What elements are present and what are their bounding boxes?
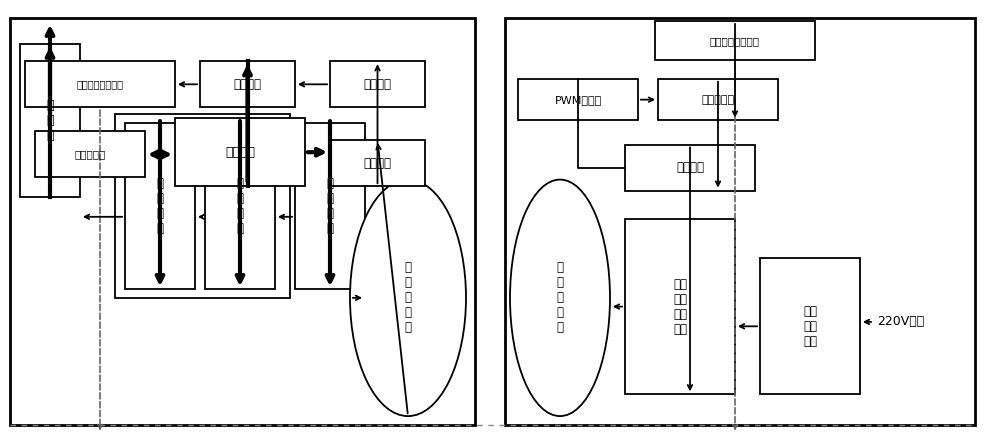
Ellipse shape	[350, 180, 466, 416]
Bar	[625, 145, 755, 191]
Bar	[125, 123, 195, 289]
Bar	[655, 21, 815, 60]
Text: 第三开关: 第三开关	[234, 78, 262, 91]
Text: 220V市电: 220V市电	[877, 315, 924, 328]
Bar	[295, 123, 365, 289]
Text: 能
量
接
收
器: 能 量 接 收 器	[404, 261, 412, 334]
Text: 第
一
开
关: 第 一 开 关	[326, 177, 333, 235]
Bar	[115, 114, 290, 298]
Bar	[25, 61, 175, 107]
Bar	[200, 61, 295, 107]
Text: 整流
滤波
电路: 整流 滤波 电路	[803, 305, 817, 348]
Text: 发射控制器: 发射控制器	[701, 95, 735, 105]
Bar	[205, 123, 275, 289]
Text: 烹饪控制器: 烹饪控制器	[74, 149, 106, 159]
Bar	[35, 131, 145, 177]
Text: 第二开关: 第二开关	[364, 157, 392, 170]
Text: 逆变
功率
放大
电路: 逆变 功率 放大 电路	[673, 278, 687, 336]
Bar	[658, 79, 778, 120]
Ellipse shape	[510, 180, 610, 416]
Bar	[175, 118, 305, 186]
Text: 变
换
电
路: 变 换 电 路	[156, 177, 164, 235]
Text: 电
热
盘: 电 热 盘	[46, 99, 54, 142]
Bar	[760, 258, 860, 394]
Text: 能
量
发
射
器: 能 量 发 射 器	[556, 261, 564, 334]
Text: 驱动电路: 驱动电路	[676, 161, 704, 174]
Text: 整
流
电
路: 整 流 电 路	[237, 177, 244, 235]
Bar	[330, 140, 425, 186]
Bar	[10, 18, 475, 425]
Bar	[505, 18, 975, 425]
Bar	[625, 219, 735, 394]
Text: 第一无线通信模块: 第一无线通信模块	[76, 79, 124, 89]
Text: PWM生成器: PWM生成器	[554, 95, 602, 105]
Text: 主控制器: 主控制器	[225, 146, 255, 159]
Text: 第二无线通信模块: 第二无线通信模块	[710, 36, 760, 46]
Bar	[518, 79, 638, 120]
Text: 储能电池: 储能电池	[364, 78, 392, 91]
Bar	[20, 44, 80, 197]
Bar	[330, 61, 425, 107]
